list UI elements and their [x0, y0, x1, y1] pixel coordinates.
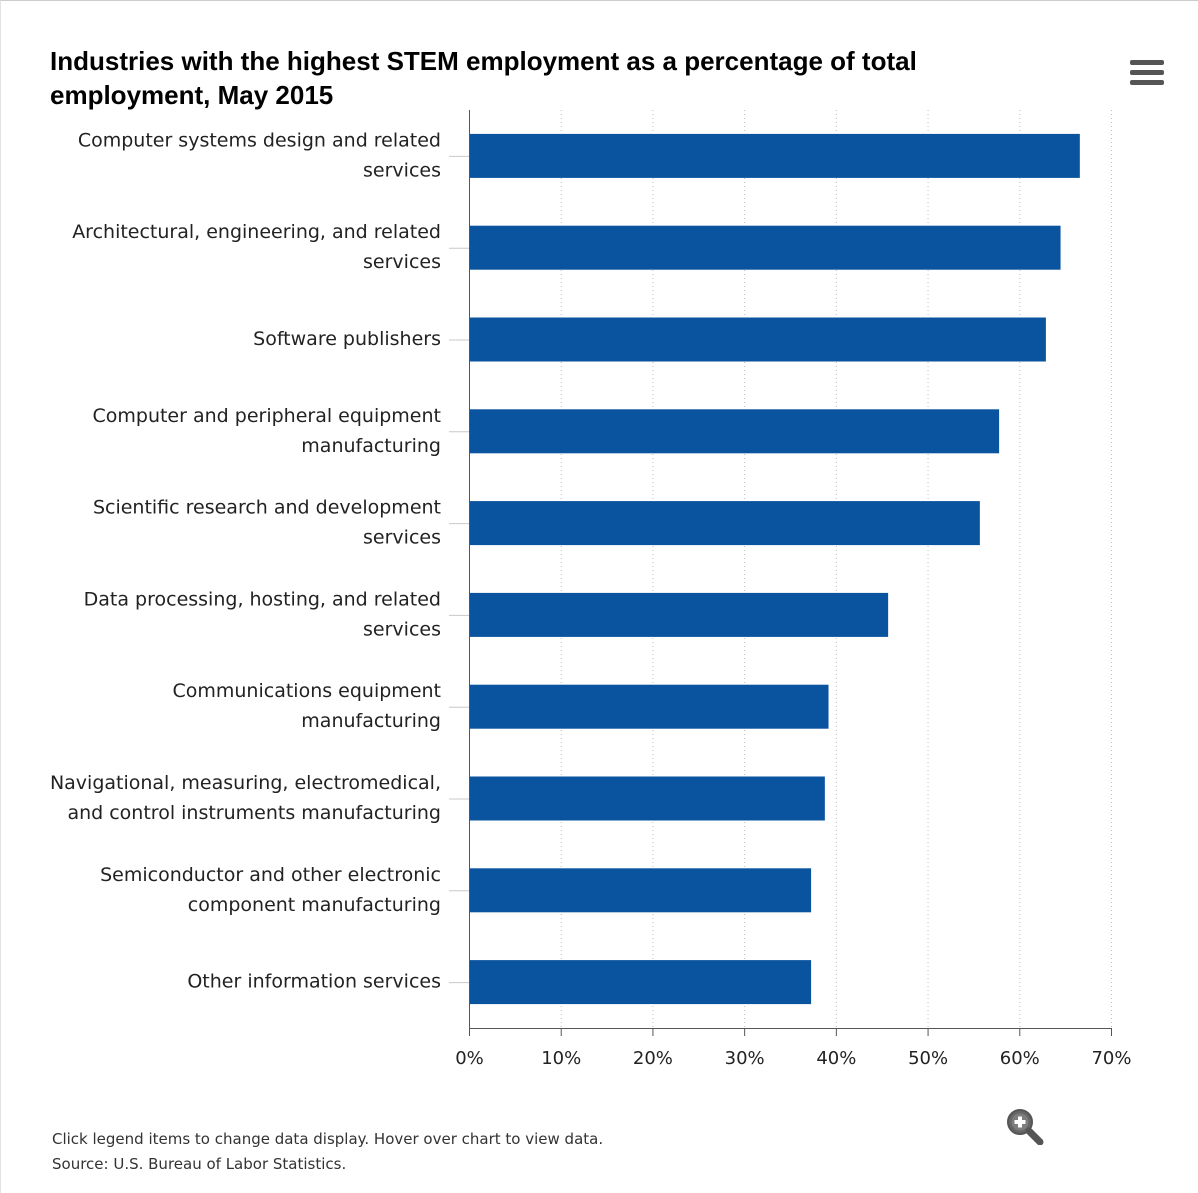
chart-source: Source: U.S. Bureau of Labor Statistics.	[52, 1155, 347, 1173]
chart-title: Industries with the highest STEM employm…	[50, 46, 917, 110]
category-label: services	[363, 251, 441, 273]
bar[interactable]	[469, 409, 1000, 454]
category-label: manufacturing	[301, 710, 441, 732]
category-label: Computer and peripheral equipment	[92, 405, 441, 427]
category-label: manufacturing	[301, 435, 441, 457]
category-label: Architectural, engineering, and related	[72, 221, 441, 243]
category-label: Navigational, measuring, electromedical,	[50, 772, 441, 794]
category-label: Scientific research and development	[93, 497, 441, 519]
x-tick-label: 70%	[1091, 1048, 1131, 1069]
category-label: Communications equipment	[172, 680, 441, 702]
category-label: Other information services	[187, 971, 441, 993]
menu-line	[1130, 80, 1164, 85]
chart-note: Click legend items to change data displa…	[52, 1130, 604, 1148]
bar[interactable]	[469, 960, 812, 1005]
x-tick-label: 30%	[725, 1048, 765, 1069]
hamburger-menu-icon[interactable]	[1128, 58, 1168, 90]
category-label: and control instruments manufacturing	[67, 802, 441, 824]
category-label: services	[363, 527, 441, 549]
menu-line	[1130, 60, 1164, 65]
bar[interactable]	[469, 592, 889, 637]
bar[interactable]	[469, 225, 1061, 270]
bar[interactable]	[469, 776, 825, 821]
category-label: Software publishers	[253, 328, 441, 350]
bar[interactable]	[469, 501, 980, 546]
zoom-in-icon[interactable]	[1003, 1105, 1047, 1146]
bar[interactable]	[469, 684, 829, 729]
category-label: Data processing, hosting, and related	[84, 588, 441, 610]
x-tick-label: 60%	[1000, 1048, 1040, 1069]
x-tick-label: 10%	[541, 1048, 581, 1069]
bar[interactable]	[469, 868, 812, 913]
x-tick-label: 0%	[455, 1048, 484, 1069]
category-label: services	[363, 618, 441, 640]
bar[interactable]	[469, 133, 1080, 178]
x-tick-label: 20%	[633, 1048, 673, 1069]
x-tick-label: 50%	[908, 1048, 948, 1069]
category-label: Computer systems design and related	[78, 129, 441, 151]
category-label: Semiconductor and other electronic	[100, 864, 441, 886]
category-label: services	[363, 159, 441, 181]
x-tick-label: 40%	[816, 1048, 856, 1069]
category-label: component manufacturing	[188, 894, 441, 916]
menu-line	[1130, 70, 1164, 75]
bar[interactable]	[469, 317, 1046, 362]
